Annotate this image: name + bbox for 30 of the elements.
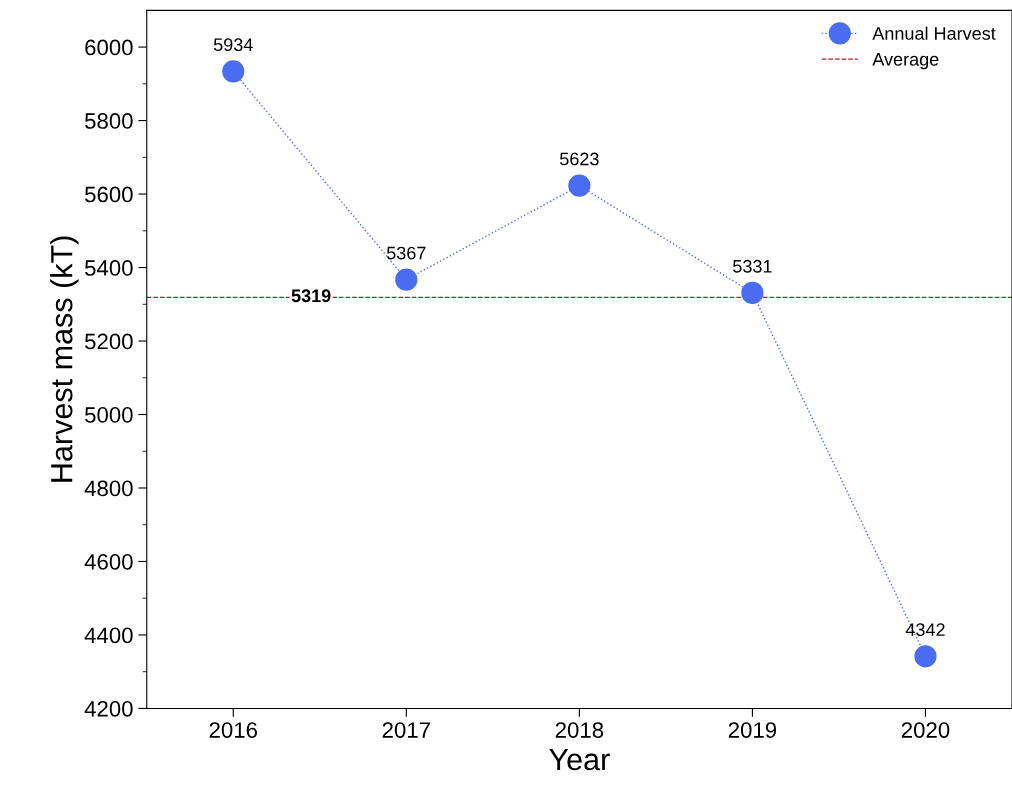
x-tick-label: 2017 bbox=[382, 722, 430, 738]
y-tick-label: 4600 bbox=[84, 554, 133, 570]
data-label: 5367 bbox=[386, 246, 426, 260]
data-label: 5934 bbox=[213, 38, 253, 52]
y-axis-title: Harvest mass (kT) bbox=[50, 236, 79, 482]
point bbox=[914, 645, 937, 668]
y-tick-label: 6000 bbox=[85, 39, 133, 56]
y-tick-label: 4200 bbox=[84, 700, 133, 717]
y-tick-label: 5800 bbox=[85, 113, 133, 129]
y-tick-label: 5000 bbox=[85, 407, 133, 423]
y-tick-label: 5400 bbox=[85, 260, 133, 276]
point bbox=[395, 268, 418, 291]
legend-label: Annual Harvest bbox=[872, 26, 996, 40]
data-label: 5331 bbox=[733, 259, 772, 273]
y-tick-label: 4400 bbox=[84, 627, 133, 644]
x-axis-title: Year bbox=[549, 749, 610, 771]
point bbox=[741, 281, 764, 305]
point bbox=[222, 60, 245, 83]
y-tick-label: 5200 bbox=[85, 333, 133, 350]
x-tick-label: 2016 bbox=[209, 722, 258, 738]
y-tick-label: 4800 bbox=[84, 480, 133, 497]
x-tick-label: 2020 bbox=[901, 722, 950, 738]
data-label: 5623 bbox=[560, 152, 599, 166]
legend-label: Average bbox=[872, 53, 939, 70]
y-tick-label: 5600 bbox=[85, 186, 133, 203]
point bbox=[568, 174, 591, 197]
x-tick-label: 2018 bbox=[555, 722, 604, 738]
data-label: 4342 bbox=[905, 623, 945, 637]
x-tick-label: 2019 bbox=[728, 722, 777, 738]
annotation: 5319 bbox=[291, 289, 331, 303]
